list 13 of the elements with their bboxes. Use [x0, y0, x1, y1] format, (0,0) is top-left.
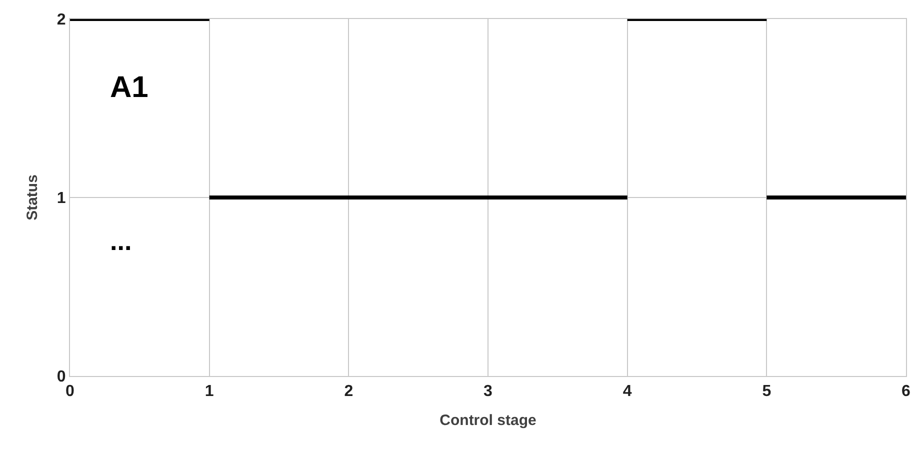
y-tick-label: 1 [56, 190, 66, 208]
x-tick-label: 5 [762, 383, 772, 400]
annotation: ... [110, 226, 132, 256]
y-axis-title: Status [24, 174, 42, 220]
x-axis-title: Control stage [440, 412, 536, 430]
y-tick-label: 2 [56, 12, 66, 29]
x-tick-label: 6 [902, 383, 911, 400]
x-tick-label: 4 [622, 383, 632, 400]
x-tick-label: 1 [204, 383, 214, 400]
x-tick-label: 2 [344, 383, 354, 400]
annotation: A1 [110, 71, 148, 104]
x-tick-label: 3 [484, 383, 493, 400]
y-tick-label: 0 [56, 368, 66, 386]
